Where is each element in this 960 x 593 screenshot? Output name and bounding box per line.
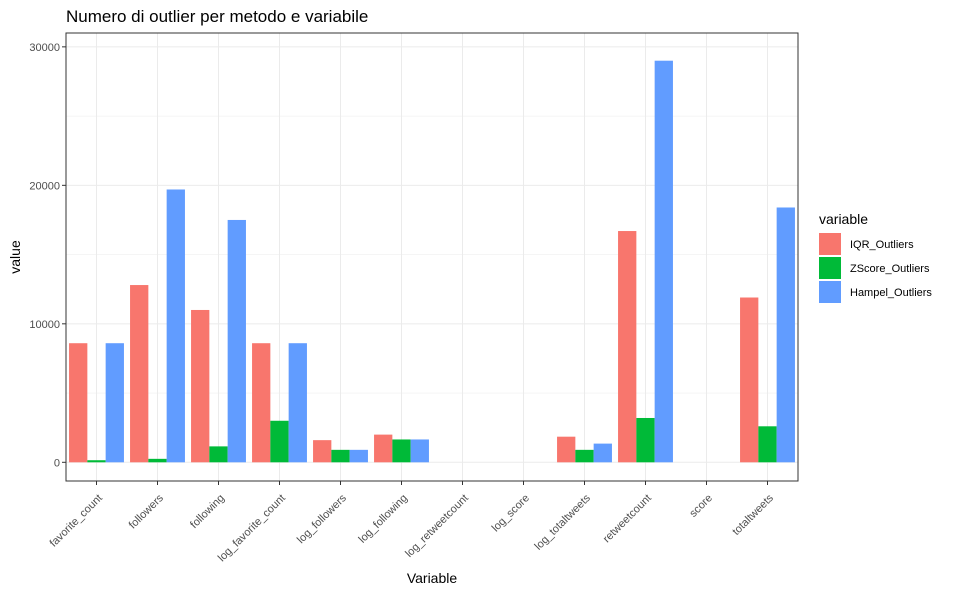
bar-zscore-outliers-totaltweets — [758, 426, 777, 463]
bar-zscore-outliers-favorite-count — [87, 460, 106, 463]
bar-hampel-outliers-log-following — [410, 439, 429, 463]
legend-label: Hampel_Outliers — [850, 287, 932, 299]
x-tick-label: log_following — [356, 492, 409, 545]
legend-key-iqr-outliers — [819, 233, 841, 255]
x-axis-ticks: favorite_count followers followinglog_favo… — [48, 481, 776, 564]
x-tick-label: log_totaltweets — [533, 492, 594, 553]
x-tick-label: log_score — [490, 492, 532, 534]
bar-iqr-outliers-log-followers — [313, 440, 332, 463]
legend: variable IQR_Outliers ZScore_Outliers Hamp… — [819, 211, 932, 303]
bar-zscore-outliers-retweetcount — [636, 417, 655, 463]
x-tick-label: followers — [127, 492, 167, 532]
bar-hampel-outliers-totaltweets — [776, 207, 795, 463]
legend-key-hampel-outliers — [819, 281, 841, 303]
x-tick-label: retweetcount — [601, 492, 654, 545]
bar-iqr-outliers-following — [191, 309, 210, 463]
y-axis-ticks: 0 10000 20000 30000 — [29, 42, 66, 469]
y-axis-title: value — [7, 240, 23, 274]
chart-title: Numero di outlier per metodo e variabile — [66, 7, 368, 26]
plot-border — [65, 32, 799, 482]
grid-lines — [66, 33, 798, 481]
x-tick-label: log_retweetcount — [403, 492, 471, 560]
bar-hampel-outliers-favorite-count — [105, 343, 124, 463]
bar-zscore-outliers-log-following — [392, 439, 411, 463]
y-tick-label: 10000 — [29, 319, 60, 331]
bar-hampel-outliers-following — [227, 219, 246, 463]
legend-title: variable — [819, 211, 868, 227]
x-tick-label: log_followers — [295, 492, 349, 546]
bar-hampel-outliers-followers — [166, 189, 185, 463]
bar-hampel-outliers-log-followers — [349, 449, 368, 463]
bar-iqr-outliers-log-favorite-count — [252, 343, 271, 463]
bar-hampel-outliers-retweetcount — [654, 60, 673, 463]
bar-zscore-outliers-log-followers — [331, 449, 350, 463]
bar-iqr-outliers-totaltweets — [740, 297, 759, 463]
bar-zscore-outliers-log-totaltweets — [575, 449, 594, 463]
bar-iqr-outliers-favorite-count — [69, 343, 88, 463]
legend-label: IQR_Outliers — [850, 239, 914, 251]
bar-hampel-outliers-log-totaltweets — [593, 443, 612, 463]
bar-zscore-outliers-log-favorite-count — [270, 420, 289, 463]
x-tick-label: favorite_count — [48, 492, 105, 549]
x-tick-label: log_favorite_count — [216, 492, 288, 564]
y-tick-label: 20000 — [29, 180, 60, 192]
bar-zscore-outliers-followers — [148, 458, 167, 463]
legend-label: ZScore_Outliers — [850, 263, 930, 275]
y-tick-label: 0 — [54, 457, 60, 469]
x-axis-title: Variable — [407, 570, 458, 586]
x-tick-label: totaltweets — [730, 492, 776, 538]
plot-panel — [66, 33, 798, 481]
bar-zscore-outliers-following — [209, 446, 228, 463]
bar-iqr-outliers-retweetcount — [618, 231, 637, 463]
bars — [69, 60, 795, 463]
bar-hampel-outliers-log-favorite-count — [288, 343, 307, 463]
bar-iqr-outliers-log-totaltweets — [557, 436, 576, 463]
y-tick-label: 30000 — [29, 42, 60, 54]
x-tick-label: score — [687, 492, 715, 520]
legend-key-zscore-outliers — [819, 257, 841, 279]
x-tick-label: following — [188, 492, 227, 531]
bar-iqr-outliers-followers — [130, 285, 149, 463]
bar-iqr-outliers-log-following — [374, 434, 393, 463]
